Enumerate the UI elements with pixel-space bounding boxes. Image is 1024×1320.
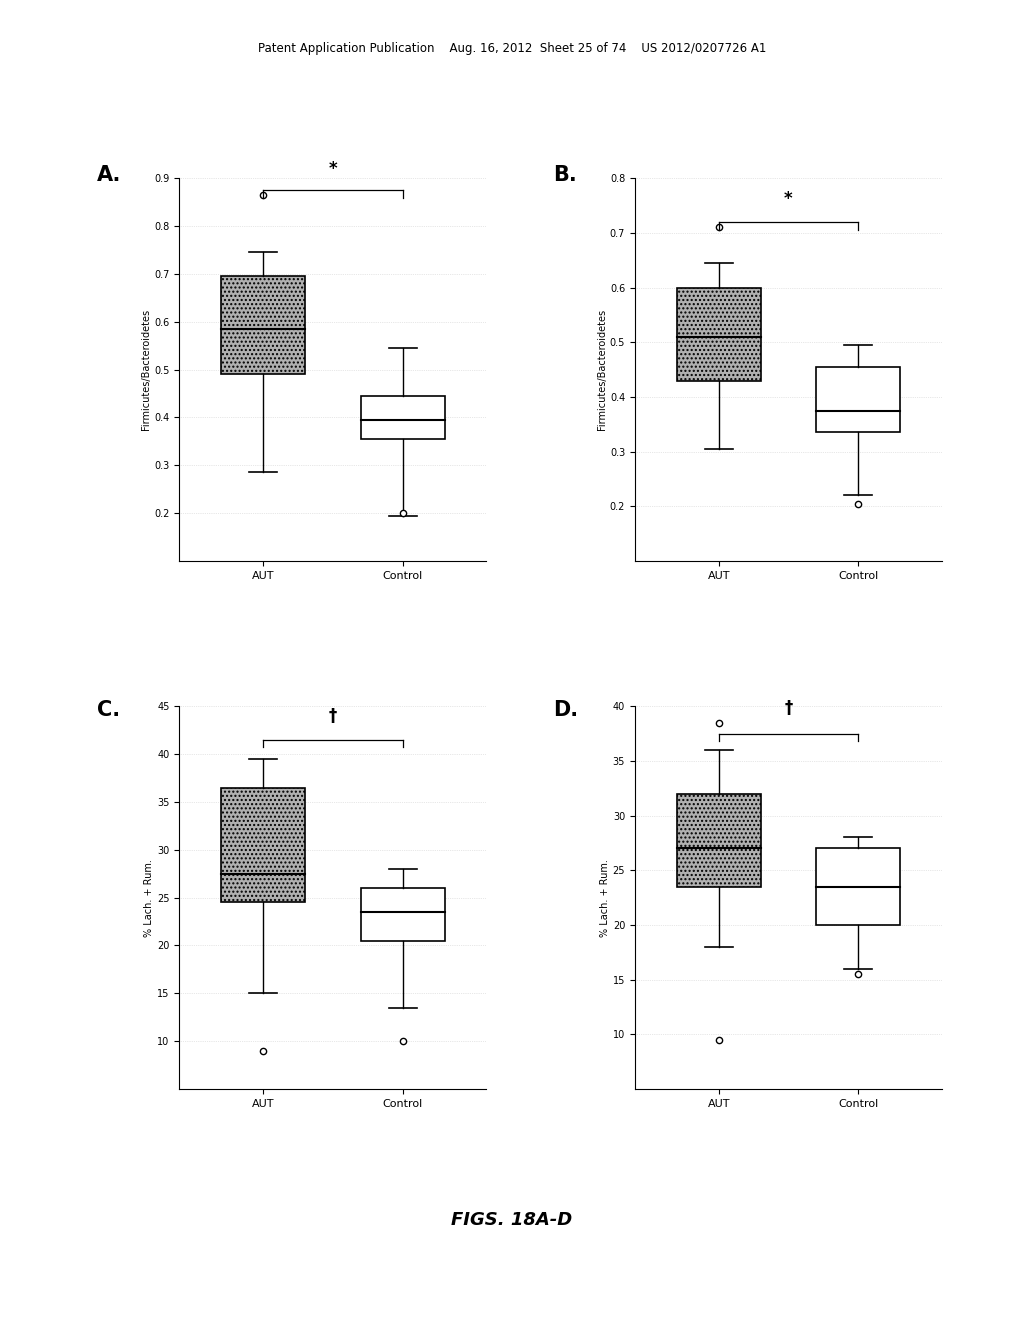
- Bar: [221, 788, 305, 903]
- Bar: [677, 288, 761, 380]
- Y-axis label: Firmicutes/Bacteroidetes: Firmicutes/Bacteroidetes: [597, 309, 607, 430]
- Text: *: *: [329, 160, 337, 178]
- Text: †: †: [329, 708, 337, 726]
- Text: B.: B.: [553, 165, 577, 185]
- Text: D.: D.: [553, 700, 579, 719]
- Text: †: †: [784, 700, 793, 717]
- Y-axis label: % Lach. + Rum.: % Lach. + Rum.: [144, 859, 155, 936]
- Text: FIGS. 18A-D: FIGS. 18A-D: [452, 1210, 572, 1229]
- Y-axis label: Firmicutes/Bacteroidetes: Firmicutes/Bacteroidetes: [141, 309, 152, 430]
- Bar: [221, 276, 305, 375]
- Text: A.: A.: [97, 165, 122, 185]
- Bar: [677, 793, 761, 887]
- Bar: [816, 849, 900, 925]
- Bar: [816, 367, 900, 433]
- Text: Patent Application Publication    Aug. 16, 2012  Sheet 25 of 74    US 2012/02077: Patent Application Publication Aug. 16, …: [258, 42, 766, 55]
- Bar: [360, 888, 444, 941]
- Bar: [221, 788, 305, 903]
- Bar: [677, 288, 761, 380]
- Bar: [221, 276, 305, 375]
- Y-axis label: % Lach. + Rum.: % Lach. + Rum.: [600, 859, 610, 936]
- Bar: [677, 793, 761, 887]
- Text: C.: C.: [97, 700, 121, 719]
- Bar: [360, 396, 444, 440]
- Text: *: *: [784, 190, 793, 209]
